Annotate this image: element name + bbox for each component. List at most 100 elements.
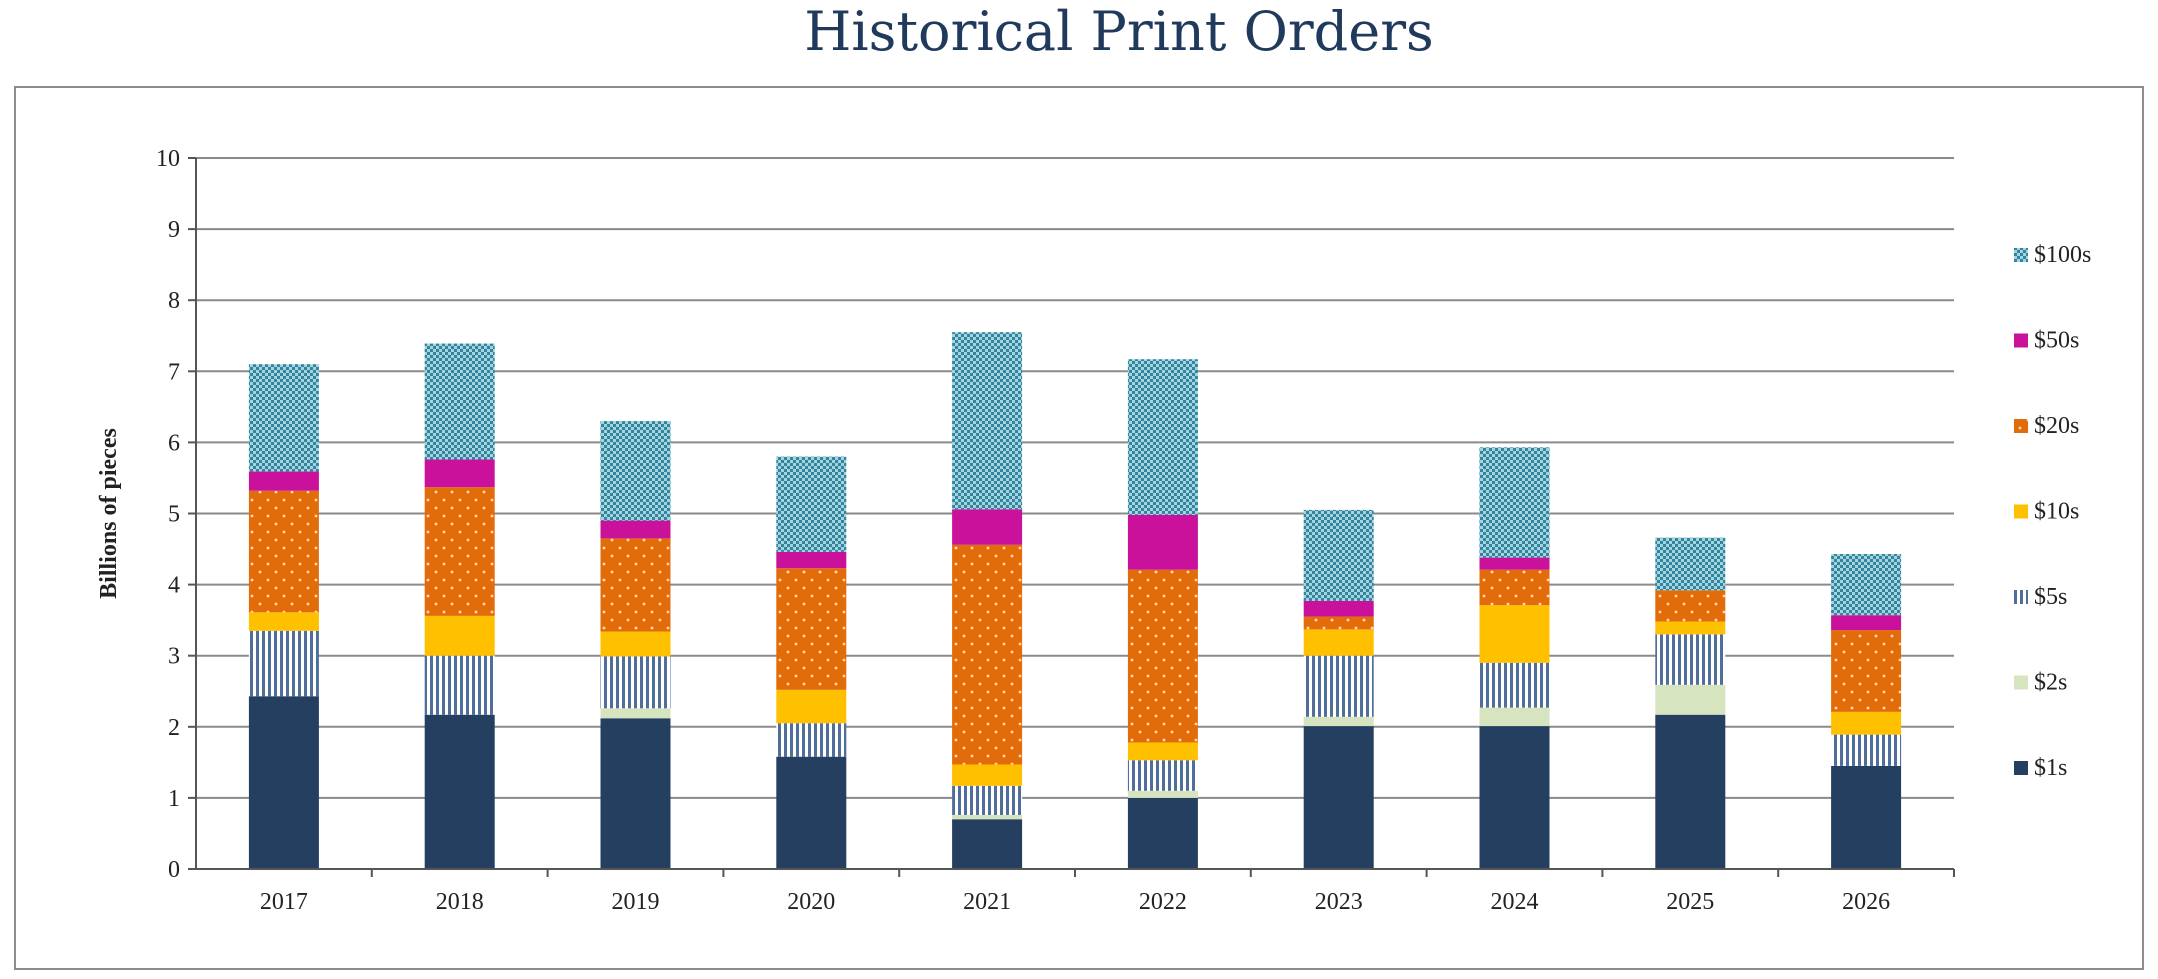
- y-tick-label: 7: [168, 359, 180, 385]
- legend-swatch: [2014, 761, 2028, 775]
- bar-segment-100s: [1303, 509, 1374, 601]
- bar-segment-5s: [1303, 655, 1374, 717]
- legend-label: $20s: [2034, 413, 2079, 439]
- legend-label: $10s: [2034, 499, 2079, 525]
- bar-stack: [1831, 554, 1902, 869]
- legend-swatch: [2014, 504, 2028, 519]
- legend-swatch: [2014, 419, 2028, 433]
- y-tick-label: 9: [168, 217, 180, 243]
- bar-segment-50s: [776, 551, 847, 569]
- bar-segment-10s: [1303, 629, 1374, 656]
- bar-segment-20s: [1127, 569, 1198, 743]
- y-tick-label: 5: [168, 502, 180, 528]
- bar-segment-100s: [1831, 554, 1902, 616]
- bar-segment-10s: [1655, 621, 1726, 635]
- bar-segment-20s: [1655, 590, 1726, 622]
- bar-segment-100s: [952, 332, 1023, 510]
- x-tick-label: 2021: [963, 889, 1011, 915]
- x-tick-label: 2017: [260, 889, 308, 915]
- legend-label: $2s: [2034, 670, 2067, 696]
- bar-segment-20s: [776, 568, 847, 690]
- bar-segment-50s: [952, 509, 1023, 545]
- bar-segment-5s: [1655, 634, 1726, 685]
- bar-segment-1s: [1127, 797, 1198, 869]
- bar-stack: [952, 332, 1023, 869]
- bar-segment-50s: [248, 471, 319, 491]
- bar-segment-10s: [600, 631, 671, 657]
- y-tick-label: 4: [168, 573, 180, 599]
- bars-group: [248, 332, 1902, 869]
- bar-segment-1s: [424, 714, 495, 869]
- bar-segment-10s: [952, 764, 1023, 786]
- legend-swatch: [2014, 248, 2028, 262]
- y-tick-label: 0: [168, 857, 180, 883]
- bar-segment-1s: [1655, 714, 1726, 869]
- x-tick-label: 2026: [1842, 889, 1890, 915]
- bar-segment-100s: [248, 364, 319, 472]
- bar-segment-50s: [1831, 615, 1902, 631]
- y-tick-label: 8: [168, 288, 180, 314]
- x-tick-label: 2024: [1491, 889, 1539, 915]
- y-tick-label: 3: [168, 644, 180, 670]
- bar-stack: [1303, 509, 1374, 869]
- y-axis-label: Billions of pieces: [96, 428, 122, 599]
- y-tick-label: 10: [156, 146, 180, 172]
- x-tick-label: 2018: [436, 889, 484, 915]
- y-tick-label: 6: [168, 430, 180, 456]
- bar-segment-10s: [1831, 711, 1902, 735]
- bar-segment-20s: [952, 544, 1023, 765]
- bar-segment-5s: [424, 655, 495, 715]
- bar-segment-2s: [1479, 707, 1550, 727]
- bar-segment-20s: [1303, 616, 1374, 630]
- bar-segment-1s: [776, 756, 847, 869]
- bar-segment-100s: [600, 421, 671, 521]
- legend-label: $50s: [2034, 328, 2079, 354]
- bar-segment-100s: [1479, 447, 1550, 558]
- bar-stack: [248, 364, 319, 869]
- bar-segment-5s: [776, 723, 847, 757]
- bar-segment-10s: [424, 615, 495, 656]
- y-tick-label: 1: [168, 786, 180, 812]
- legend-swatch: [2014, 333, 2028, 348]
- legend-label: $100s: [2034, 242, 2091, 268]
- bar-stack: [1655, 537, 1726, 869]
- x-tick-label: 2023: [1315, 889, 1363, 915]
- bar-segment-2s: [1127, 790, 1198, 798]
- y-tick-labels: 0 1 2 3 4 5 6 7 8 9 10: [156, 146, 196, 883]
- x-tick-label: 2019: [612, 889, 660, 915]
- bar-segment-50s: [1479, 557, 1550, 570]
- legend-swatch: [2014, 675, 2028, 690]
- bar-segment-10s: [776, 689, 847, 724]
- x-tick-label: 2020: [787, 889, 835, 915]
- bar-segment-20s: [424, 487, 495, 616]
- bar-segment-1s: [1831, 765, 1902, 869]
- bar-segment-1s: [1479, 726, 1550, 869]
- bar-segment-100s: [1655, 537, 1726, 591]
- page-title: Historical Print Orders: [804, 0, 1434, 63]
- bar-segment-50s: [600, 520, 671, 539]
- bar-segment-20s: [1831, 630, 1902, 712]
- x-tick-label: 2025: [1666, 889, 1714, 915]
- bar-segment-50s: [424, 459, 495, 488]
- bar-segment-50s: [1127, 514, 1198, 570]
- bar-segment-1s: [248, 696, 319, 869]
- bar-segment-1s: [1303, 726, 1374, 869]
- bar-segment-1s: [952, 819, 1023, 869]
- legend-swatch: [2014, 590, 2028, 604]
- bar-segment-5s: [1127, 760, 1198, 791]
- bar-segment-2s: [952, 814, 1023, 820]
- bar-segment-10s: [1127, 742, 1198, 761]
- bar-segment-2s: [1655, 684, 1726, 715]
- bar-segment-100s: [424, 343, 495, 460]
- chart-frame: 0 1 2 3 4 5 6 7 8 9 10 2017 2018 2019 2020 2021 2022 202…: [14, 86, 2144, 970]
- legend: $100s $50s $20s $10s $5s $2s $1s: [2014, 242, 2091, 781]
- bar-segment-5s: [248, 630, 319, 697]
- bar-segment-5s: [952, 785, 1023, 815]
- bar-segment-20s: [600, 538, 671, 632]
- bar-segment-1s: [600, 718, 671, 869]
- y-tick-label: 2: [168, 715, 180, 741]
- bar-stack: [776, 456, 847, 869]
- x-tick-labels: 2017 2018 2019 2020 2021 2022 2023 2024 2025 2026: [260, 869, 1955, 915]
- bar-stack: [1127, 359, 1198, 869]
- bar-segment-2s: [600, 708, 671, 719]
